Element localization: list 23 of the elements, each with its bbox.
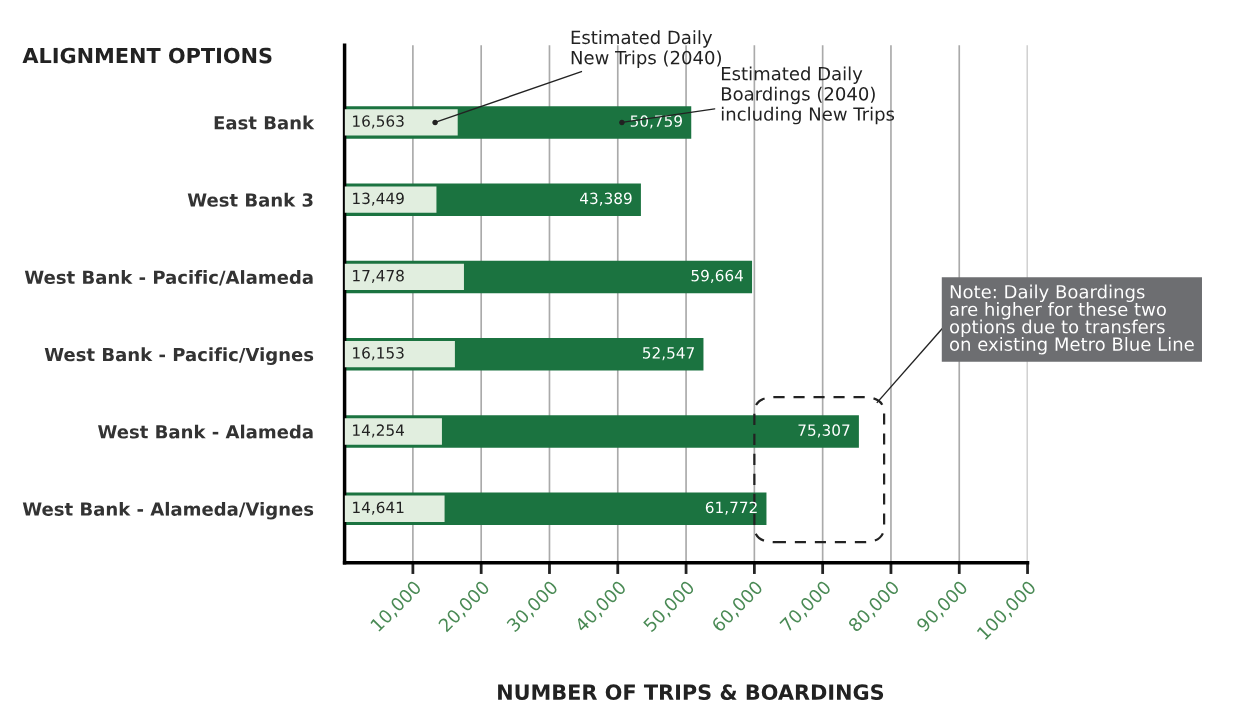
y-tick-label: West Bank - Alameda (98, 424, 313, 439)
y-tick-label: West Bank - Pacific/Vignes (44, 347, 314, 365)
series-label: Estimated Daily Boardings (2040) including New Trips (721, 66, 895, 125)
data-label: 14,641 (353, 501, 404, 515)
annotation: Note: Daily Boardings are higher for these two options due to transfers on existing Metro Blue Line (950, 284, 1194, 355)
data-label: 75,307 (798, 424, 850, 438)
text: Estimated Daily New Trips (2040) (571, 30, 721, 68)
data-label: 61,772 (705, 501, 757, 515)
data-label: 16,153 (353, 347, 404, 361)
data-label: 17,478 (353, 269, 404, 283)
x-axis-title: NUMBER OF TRIPS & BOARDINGS (498, 684, 884, 701)
y-tick-label: West Bank 3 (187, 192, 313, 207)
y-tick-label: West Bank - Alameda/Vignes (22, 501, 314, 520)
y-tick-label: East Bank (214, 115, 315, 130)
data-label: 14,254 (353, 424, 405, 438)
y-tick-label: West Bank - Pacific/Alameda (24, 270, 313, 286)
text: ALIGNMENT OPTIONS (22, 47, 272, 64)
data-label: 13,449 (353, 192, 404, 206)
data-label: 43,389 (580, 192, 632, 206)
data-label: 52,547 (642, 347, 694, 361)
data-label: 50,759 (630, 115, 682, 129)
data-label: 16,563 (353, 115, 404, 129)
data-label: 59,664 (691, 269, 744, 283)
